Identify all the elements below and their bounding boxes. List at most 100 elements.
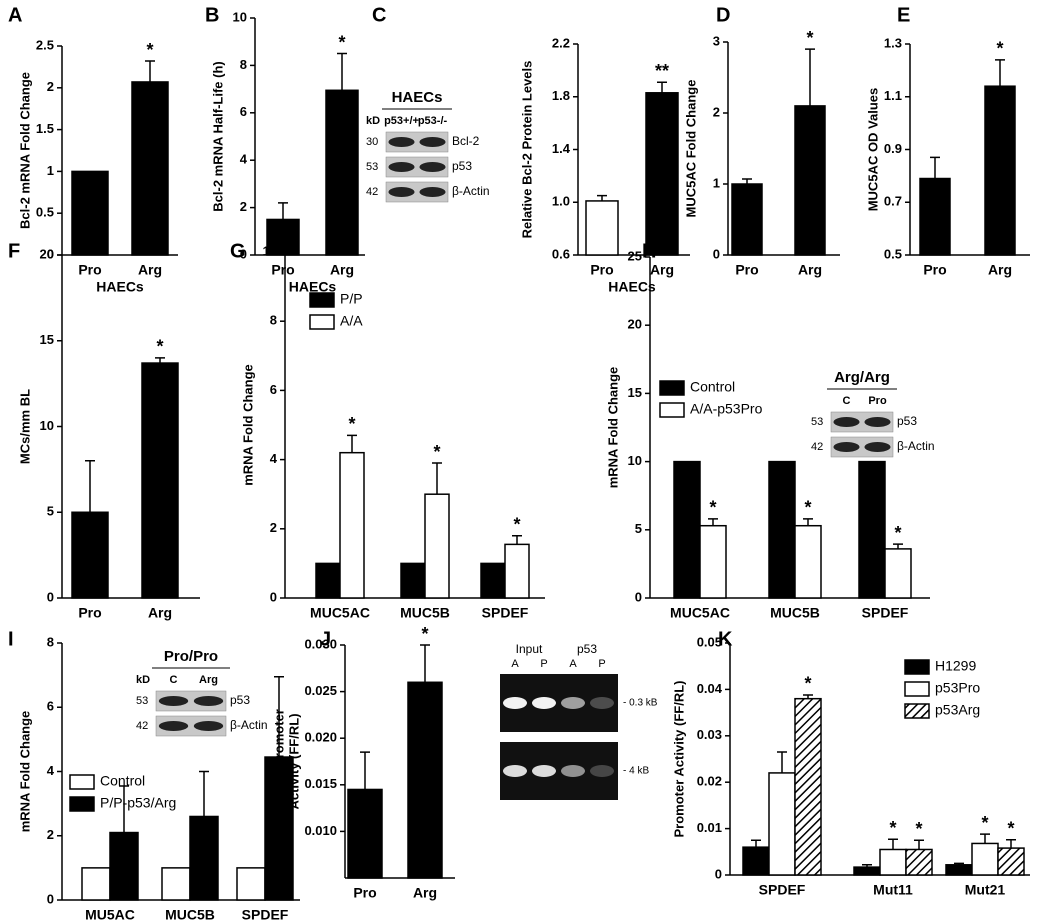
y-tick-label: 2.2	[552, 35, 570, 50]
legend-swatch	[309, 292, 335, 308]
y-tick-label: 8	[270, 313, 277, 328]
panel-letter: A	[8, 4, 22, 26]
x-tick-label: Mut21	[965, 882, 1006, 898]
y-tick-label: 0.7	[884, 194, 902, 209]
panel-letter: D	[716, 4, 730, 26]
kd-value: 42	[811, 441, 823, 453]
x-tick-label: Pro	[923, 262, 946, 278]
panel-letter: C	[372, 4, 386, 26]
bar	[347, 788, 383, 879]
error-bar	[888, 838, 898, 850]
legend-label: A/A-p53Pro	[690, 401, 763, 417]
x-tick-label: Pro	[78, 262, 101, 278]
legend-label: P/P-p53/Arg	[100, 795, 176, 811]
legend-label: Control	[690, 379, 735, 395]
gel-band	[503, 765, 527, 777]
significance-mark: *	[804, 498, 811, 518]
x-tick-label: Arg	[413, 885, 437, 901]
bar	[884, 548, 912, 599]
y-tick-label: 0.03	[697, 727, 722, 742]
bar	[109, 831, 139, 901]
error-bar	[347, 434, 357, 453]
gel-lane: A	[569, 658, 577, 670]
significance-mark: *	[146, 40, 153, 60]
panel-letter: E	[897, 4, 910, 26]
bar	[71, 170, 109, 256]
y-axis-label: MCs/mm BL	[17, 389, 32, 464]
bar	[673, 460, 701, 599]
y-tick-label: 0	[713, 246, 720, 261]
x-tick-label: Pro	[735, 262, 758, 278]
blot-title: Pro/Pro	[164, 648, 218, 665]
blot-band	[833, 442, 860, 452]
y-tick-label: 2	[47, 79, 54, 94]
y-tick-label: 2	[270, 520, 277, 535]
legend-label: p53Arg	[935, 702, 980, 718]
lane-label: Arg	[199, 674, 218, 686]
y-tick-label: 10	[263, 243, 277, 258]
bar	[131, 81, 169, 256]
gel-band	[532, 697, 556, 709]
y-axis-label: mRNA Fold Change	[605, 367, 620, 489]
x-tick-label: Arg	[148, 605, 172, 621]
bar	[919, 177, 951, 256]
panel-letter: G	[230, 240, 246, 262]
error-bar	[893, 543, 903, 549]
y-tick-label: 2	[713, 104, 720, 119]
x-axis-label: HAECs	[289, 279, 337, 295]
error-bar	[597, 194, 607, 201]
kd-value: 53	[366, 161, 378, 173]
error-bar	[1006, 838, 1016, 849]
x-tick-label: MU5AC	[85, 907, 135, 922]
blot-band	[864, 417, 891, 427]
y-tick-label: 0	[715, 866, 722, 881]
bar	[984, 85, 1016, 256]
y-axis-label: Bcl-2 mRNA Fold Change	[17, 72, 32, 229]
y-tick-label: 5	[635, 521, 642, 536]
error-bar	[803, 694, 813, 699]
y-tick-label: 0.01	[697, 820, 722, 835]
kd-value: 53	[811, 416, 823, 428]
error-bar	[930, 156, 940, 179]
blot-title: Arg/Arg	[834, 369, 890, 386]
gel-band	[532, 765, 556, 777]
significance-mark: *	[806, 28, 813, 48]
legend-label: P/P	[340, 291, 363, 307]
gel-band	[503, 697, 527, 709]
blot-band	[388, 162, 415, 172]
x-tick-label: MUC5AC	[670, 605, 730, 621]
error-bar	[954, 862, 964, 865]
y-tick-label: 1.3	[884, 35, 902, 50]
blot-band	[158, 721, 189, 731]
error-bar	[777, 751, 787, 773]
y-tick-label: 8	[47, 634, 54, 649]
error-bar	[805, 48, 815, 106]
y-tick-label: 0.02	[697, 774, 722, 789]
y-tick-label: 2	[240, 199, 247, 214]
bar	[315, 562, 341, 599]
y-tick-label: 10	[233, 9, 247, 24]
bar	[81, 867, 111, 901]
bar	[794, 105, 826, 256]
error-bar	[751, 839, 761, 848]
error-bar	[155, 357, 165, 364]
y-tick-label: 0	[47, 891, 54, 906]
bar	[189, 815, 219, 901]
blot-band	[833, 417, 860, 427]
x-axis-label: HAECs	[96, 279, 144, 295]
bar	[853, 866, 881, 876]
x-tick-label: SPDEF	[862, 605, 909, 621]
x-tick-label: Pro	[271, 262, 294, 278]
y-tick-label: 10	[628, 453, 642, 468]
blot-band	[158, 696, 189, 706]
x-tick-label: SPDEF	[482, 605, 529, 621]
y-axis-label: mRNA Fold Change	[17, 711, 32, 833]
y-tick-label: 8	[240, 57, 247, 72]
bar	[905, 848, 933, 876]
error-bar	[360, 751, 370, 790]
bar	[264, 756, 294, 901]
panel-letter: F	[8, 240, 20, 262]
gel-group: Input	[516, 642, 543, 656]
significance-mark: *	[996, 39, 1003, 59]
kd-value: 42	[366, 186, 378, 198]
